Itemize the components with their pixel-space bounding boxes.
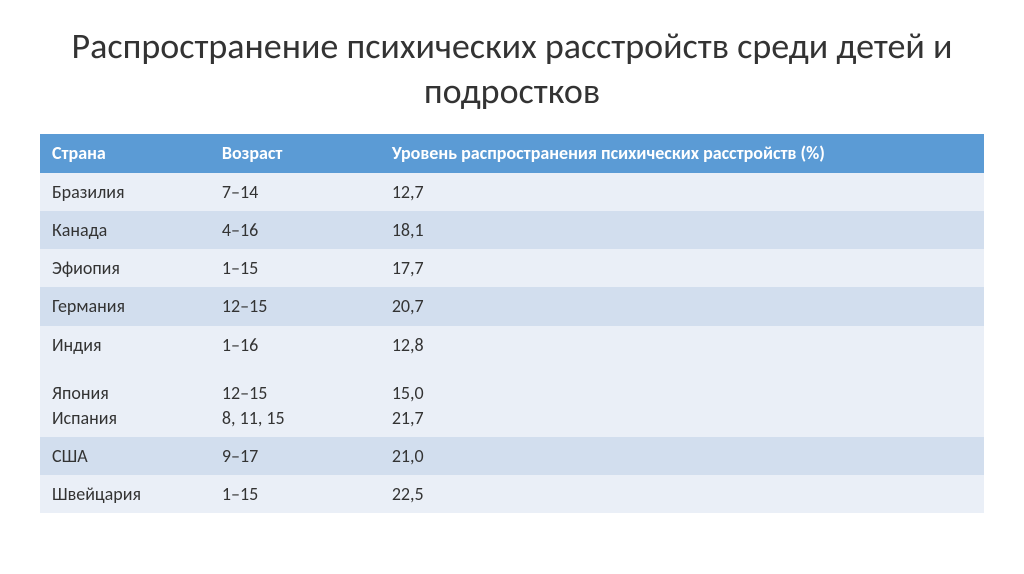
cell-country: Швейцария — [40, 475, 210, 513]
cell-age: 12–15 — [210, 287, 380, 325]
table-header-row: Страна Возраст Уровень распространения п… — [40, 134, 984, 173]
page-title: Распространение психических расстройств … — [0, 0, 1024, 134]
col-rate: Уровень распространения психических расс… — [380, 134, 984, 173]
cell-country: Бразилия — [40, 173, 210, 211]
cell-rate: 18,1 — [380, 211, 984, 249]
cell-country: Канада — [40, 211, 210, 249]
cell-rate: 20,7 — [380, 287, 984, 325]
col-age: Возраст — [210, 134, 380, 173]
table-row: Швейцария 1–15 22,5 — [40, 475, 984, 513]
cell-rate: 12,8 15,0 21,7 — [380, 326, 984, 437]
cell-age: 4–16 — [210, 211, 380, 249]
data-table: Страна Возраст Уровень распространения п… — [40, 134, 984, 513]
cell-rate: 17,7 — [380, 249, 984, 287]
table-row: Бразилия 7–14 12,7 — [40, 173, 984, 211]
cell-age: 7–14 — [210, 173, 380, 211]
cell-age: 1–15 — [210, 475, 380, 513]
table-row: США 9–17 21,0 — [40, 437, 984, 475]
cell-age: 1–16 12–15 8, 11, 15 — [210, 326, 380, 437]
table-row: Индия Япония Испания 1–16 12–15 8, 11, 1… — [40, 326, 984, 437]
cell-age: 9–17 — [210, 437, 380, 475]
cell-country: Эфиопия — [40, 249, 210, 287]
cell-rate: 21,0 — [380, 437, 984, 475]
cell-country: США — [40, 437, 210, 475]
table-row: Эфиопия 1–15 17,7 — [40, 249, 984, 287]
cell-country: Германия — [40, 287, 210, 325]
table-container: Страна Возраст Уровень распространения п… — [0, 134, 1024, 513]
table-row: Германия 12–15 20,7 — [40, 287, 984, 325]
col-country: Страна — [40, 134, 210, 173]
cell-country: Индия Япония Испания — [40, 326, 210, 437]
cell-rate: 22,5 — [380, 475, 984, 513]
cell-rate: 12,7 — [380, 173, 984, 211]
cell-age: 1–15 — [210, 249, 380, 287]
table-row: Канада 4–16 18,1 — [40, 211, 984, 249]
